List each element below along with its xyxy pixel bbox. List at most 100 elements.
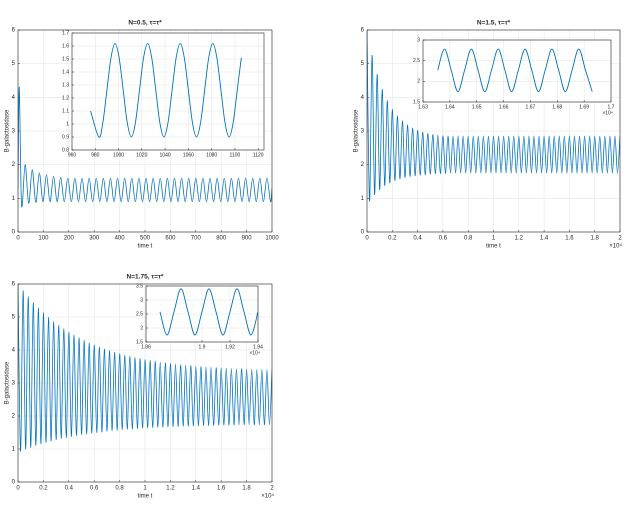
x-tick-label: 2 xyxy=(618,236,622,242)
x-tick-label: 1.69 xyxy=(579,104,589,110)
x-tick-label: 1.68 xyxy=(552,104,562,110)
y-tick-label: 1.5 xyxy=(62,56,69,62)
y-tick-label: 4 xyxy=(361,95,365,101)
x-tick-label: 1.63 xyxy=(418,104,428,110)
x-tick-label: 300 xyxy=(89,236,100,242)
data-line xyxy=(18,284,272,452)
y-tick-label: 1.7 xyxy=(62,30,69,36)
x-tick-label: 0 xyxy=(365,236,369,242)
chart-title: N=1.75, τ=τ* xyxy=(127,274,164,281)
x-tick-label: 1.6 xyxy=(217,486,226,492)
x-tick-label: 0.8 xyxy=(115,486,124,492)
chart-title: N=1.5, τ=τ* xyxy=(477,20,511,27)
x-multiplier: ×10⁴ xyxy=(602,110,613,116)
x-tick-label: 0.8 xyxy=(464,236,473,242)
chart-title: N=0.5, τ=τ* xyxy=(128,20,162,27)
x-tick-label: 400 xyxy=(115,236,126,242)
y-tick-label: 1.1 xyxy=(62,108,69,114)
x-tick-label: 200 xyxy=(64,236,75,242)
y-tick-label: 3.5 xyxy=(136,283,143,289)
x-tick-label: 1.8 xyxy=(591,236,600,242)
x-axis-label: time t xyxy=(486,244,501,250)
x-tick-label: 0.4 xyxy=(413,236,422,242)
x-tick-label: 600 xyxy=(165,236,176,242)
y-tick-label: 0 xyxy=(361,230,365,236)
x-tick-label: 1000 xyxy=(265,236,279,242)
x-tick-label: 1020 xyxy=(136,152,147,158)
x-tick-label: 1.66 xyxy=(499,104,509,110)
y-tick-label: 6 xyxy=(361,28,365,34)
axes-frame xyxy=(71,32,265,151)
x-tick-label: 500 xyxy=(140,236,151,242)
x-tick-label: 0.2 xyxy=(388,236,397,242)
axes-frame xyxy=(422,39,612,103)
y-tick-label: 1.2 xyxy=(62,95,69,101)
y-tick-label: 1.5 xyxy=(136,339,143,345)
y-tick-label: 1.4 xyxy=(62,69,69,75)
y-tick-label: 5 xyxy=(12,315,16,321)
y-tick-label: 3 xyxy=(12,129,16,135)
y-tick-label: 1 xyxy=(361,196,365,202)
x-tick-label: 1.4 xyxy=(192,486,201,492)
y-tick-label: 1.6 xyxy=(62,43,69,49)
y-tick-label: 5 xyxy=(12,61,16,67)
y-axis-label: B-galactosidase xyxy=(5,109,11,152)
x-tick-label: 1120 xyxy=(253,152,264,158)
x-tick-label: 1.65 xyxy=(472,104,482,110)
y-tick-label: 3 xyxy=(417,37,420,43)
x-multiplier: ×10⁴ xyxy=(249,350,260,356)
x-tick-label: 1040 xyxy=(160,152,171,158)
y-tick-label: 2 xyxy=(417,79,420,85)
x-multiplier: ×10⁴ xyxy=(261,493,274,500)
y-tick-label: 1.3 xyxy=(62,82,69,88)
x-multiplier: ×10⁴ xyxy=(609,243,622,250)
y-tick-label: 2.5 xyxy=(136,311,143,317)
y-axis-label: B-galactosidase xyxy=(354,109,360,152)
x-tick-label: 0.2 xyxy=(39,486,48,492)
y-axis-label: B-galactosidase xyxy=(5,361,11,404)
x-tick-label: 1000 xyxy=(113,152,124,158)
y-tick-label: 3 xyxy=(361,129,365,135)
x-axis-label: time t xyxy=(138,494,153,500)
y-tick-label: 6 xyxy=(12,282,16,288)
data-line xyxy=(159,288,258,336)
y-tick-label: 1 xyxy=(66,121,69,127)
x-tick-label: 980 xyxy=(91,152,100,158)
y-tick-label: 3 xyxy=(12,381,16,387)
y-tick-label: 0.9 xyxy=(62,134,69,140)
y-tick-label: 3 xyxy=(140,297,143,303)
data-line xyxy=(367,30,620,202)
y-tick-label: 2 xyxy=(361,162,365,168)
x-tick-label: 1 xyxy=(143,486,147,492)
y-tick-label: 4 xyxy=(12,95,16,101)
x-tick-label: 0.4 xyxy=(65,486,74,492)
x-tick-label: 1.2 xyxy=(166,486,175,492)
x-tick-label: 700 xyxy=(191,236,202,242)
x-tick-label: 960 xyxy=(68,152,77,158)
x-tick-label: 1.9 xyxy=(199,344,206,350)
x-tick-label: 2 xyxy=(270,486,274,492)
y-tick-label: 4 xyxy=(12,348,16,354)
x-tick-label: 1060 xyxy=(183,152,194,158)
axes-frame xyxy=(145,285,259,343)
axes-frame xyxy=(17,29,273,233)
y-tick-label: 1 xyxy=(12,447,16,453)
y-tick-label: 1 xyxy=(12,196,16,202)
x-tick-label: 1.94 xyxy=(253,344,263,350)
x-tick-label: 1.64 xyxy=(445,104,455,110)
x-tick-label: 1.86 xyxy=(141,344,151,350)
y-tick-label: 1.5 xyxy=(413,99,420,105)
x-tick-label: 0 xyxy=(16,486,20,492)
axes-frame xyxy=(17,283,273,483)
x-tick-label: 1.4 xyxy=(540,236,549,242)
x-tick-label: 1080 xyxy=(206,152,217,158)
data-line xyxy=(437,48,593,93)
y-tick-label: 0 xyxy=(12,230,16,236)
x-tick-label: 1.2 xyxy=(515,236,524,242)
x-tick-label: 1100 xyxy=(230,152,241,158)
x-tick-label: 0 xyxy=(16,236,20,242)
x-tick-label: 1.92 xyxy=(225,344,235,350)
x-tick-label: 1.8 xyxy=(242,486,251,492)
x-tick-label: 1.6 xyxy=(565,236,574,242)
x-axis-label: time t xyxy=(138,244,153,250)
